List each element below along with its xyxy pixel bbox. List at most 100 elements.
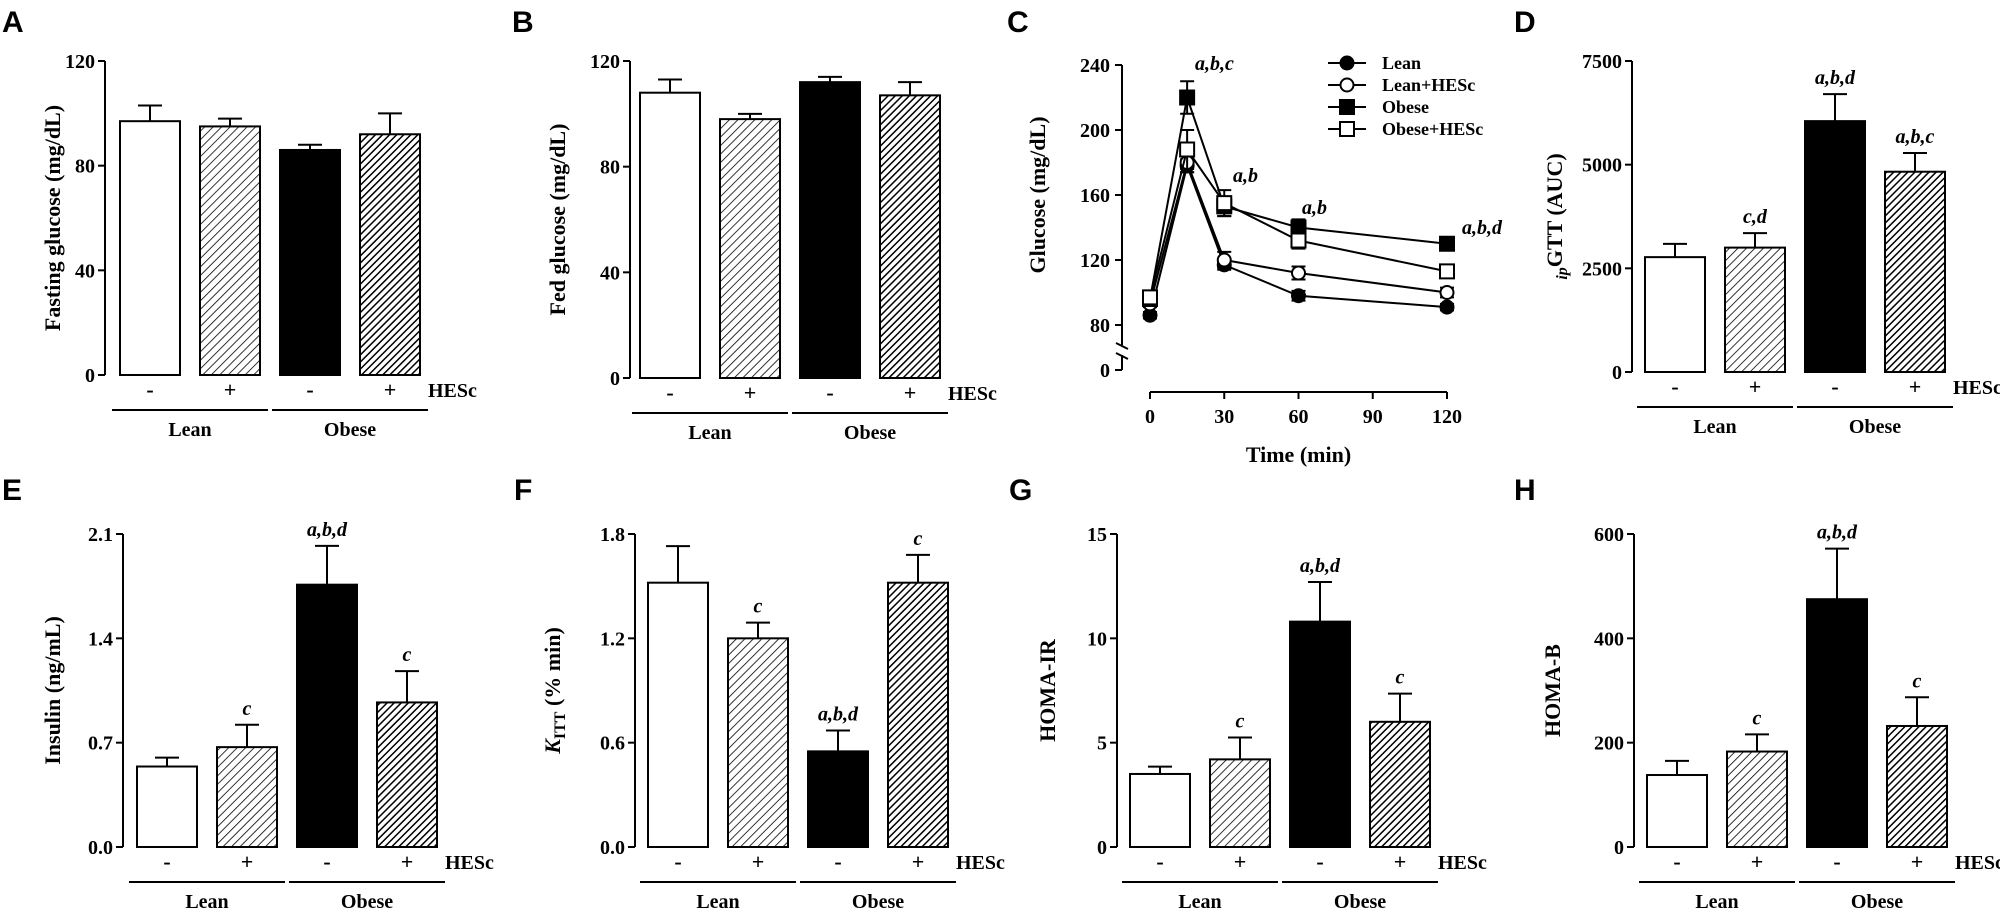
x-axis-label: Time (min)	[1246, 442, 1351, 467]
significance-label: c	[754, 596, 763, 618]
significance-label: c	[914, 528, 923, 550]
x-tick-label: 60	[1289, 406, 1309, 428]
bar-lean-hesc	[719, 118, 781, 379]
bar-lean	[639, 91, 701, 379]
treatment-sign: -	[826, 380, 833, 405]
bar-lean	[1646, 774, 1708, 849]
data-point	[1216, 195, 1233, 212]
bar-obese-hesc	[887, 581, 949, 848]
data-point	[1291, 288, 1306, 304]
y-tick-label: 0.6	[600, 733, 625, 755]
data-point	[1179, 141, 1196, 158]
treatment-sign: -	[1671, 374, 1678, 399]
group-label-lean: Lean	[696, 891, 739, 913]
data-point	[1290, 232, 1307, 249]
y-tick-label: 600	[1594, 524, 1624, 546]
y-tick-label: 5	[1097, 733, 1107, 755]
treatment-sign: -	[1156, 849, 1163, 874]
significance-label: a,b	[1233, 165, 1258, 187]
y-tick-label: 0.0	[88, 837, 113, 859]
significance-label: a,b,c	[1896, 126, 1935, 148]
data-point	[1439, 299, 1455, 315]
panel-f: F 0.0 0.6 1.2 1.8 KITT (% min) - c + a,b,d - c + HESc…	[514, 474, 1005, 913]
significance-label: c	[1913, 670, 1922, 692]
bar-lean-hesc	[727, 637, 789, 848]
y-tick-label: 120	[65, 51, 95, 73]
panel-label: G	[1009, 474, 1032, 507]
panel-label: E	[2, 474, 22, 507]
significance-label: c	[403, 644, 412, 666]
y-tick-label: 40	[600, 262, 620, 284]
bar-obese	[1804, 120, 1866, 373]
data-point	[1439, 263, 1455, 280]
bar-obese	[1806, 598, 1868, 848]
treatment-sign: -	[146, 377, 153, 402]
treatment-sign: -	[674, 849, 681, 874]
axis-break-mark	[1115, 342, 1129, 350]
treatment-sign: +	[1909, 374, 1922, 399]
series-obese-hesc	[1142, 129, 1455, 306]
panel-label: F	[514, 474, 532, 507]
treatment-sign: +	[1749, 374, 1762, 399]
y-tick-label: 40	[75, 260, 95, 282]
y-tick-label: 160	[1080, 185, 1110, 207]
group-label-lean: Lean	[185, 891, 228, 913]
group-label-obese: Obese	[1851, 891, 1903, 913]
panel-label: D	[1514, 6, 1536, 39]
x-tick-label: 30	[1214, 406, 1234, 428]
group-label-obese: Obese	[852, 891, 904, 913]
panel-a: A 0 40 80 120 Fasting glucose (mg/dL) - + - + HESc…	[2, 6, 477, 441]
y-tick-label: 0	[610, 368, 620, 390]
data-point	[1339, 121, 1355, 137]
bar-lean	[647, 581, 709, 848]
y-tick-label: 0.7	[88, 733, 113, 755]
bar-obese	[279, 148, 341, 376]
y-tick-label: 120	[590, 51, 620, 73]
y-tick-label: 2500	[1582, 258, 1622, 280]
treatment-sign: -	[1833, 849, 1840, 874]
y-tick-label: 200	[1594, 733, 1624, 755]
legend-entry: Lean+HESc	[1382, 75, 1475, 95]
treatment-sign: +	[904, 380, 917, 405]
y-axis-label: HOMA-B	[1540, 644, 1565, 737]
significance-label: a,b,d	[1462, 217, 1503, 239]
treatment-sign: +	[1911, 849, 1924, 874]
y-tick-label: 80	[75, 156, 95, 178]
y-axis-label: ipGTT (AUC)	[1542, 153, 1571, 279]
y-axis-label: HOMA-IR	[1035, 638, 1060, 742]
treatment-label: HESc	[1953, 377, 2000, 399]
data-point	[1179, 89, 1196, 106]
group-label-lean: Lean	[168, 419, 211, 441]
y-axis-label: KITT (% min)	[540, 627, 569, 755]
panel-label: C	[1007, 6, 1029, 39]
bar-obese-hesc	[1369, 720, 1431, 848]
significance-label: c	[1236, 710, 1245, 732]
y-tick-label: 15	[1087, 524, 1107, 546]
treatment-sign: -	[163, 849, 170, 874]
panel-c: C 80 120 160 200 240 0 Glucose (mg/dL) 0 30 60 90 12…	[1007, 6, 1503, 467]
x-tick-label: 0	[1145, 406, 1155, 428]
bar-obese-hesc	[879, 94, 941, 379]
legend-entry: Obese	[1382, 97, 1429, 117]
y-tick-label: 80	[1090, 315, 1110, 337]
data-point	[1439, 235, 1455, 252]
bar-lean	[119, 120, 181, 376]
significance-label: c	[1396, 667, 1405, 689]
group-label-obese: Obese	[1334, 891, 1386, 913]
group-label-obese: Obese	[324, 419, 376, 441]
bar-lean-hesc	[1724, 246, 1786, 374]
significance-label: a,b,d	[1815, 67, 1856, 89]
bar-lean	[136, 765, 198, 848]
panel-h: H 0 200 400 600 HOMA-B - c + a,b,d - c + HESc Lean Obes…	[1514, 474, 2000, 913]
bar-lean-hesc	[216, 746, 278, 849]
treatment-sign: -	[323, 849, 330, 874]
data-point	[1339, 99, 1355, 115]
treatment-sign: -	[1831, 374, 1838, 399]
significance-label: a,b,d	[1817, 522, 1858, 544]
x-tick-label: 90	[1363, 406, 1383, 428]
treatment-sign: +	[224, 377, 237, 402]
y-tick-label: 0.0	[600, 837, 625, 859]
bar-obese	[296, 583, 358, 849]
axis-break-mark	[1115, 352, 1129, 360]
